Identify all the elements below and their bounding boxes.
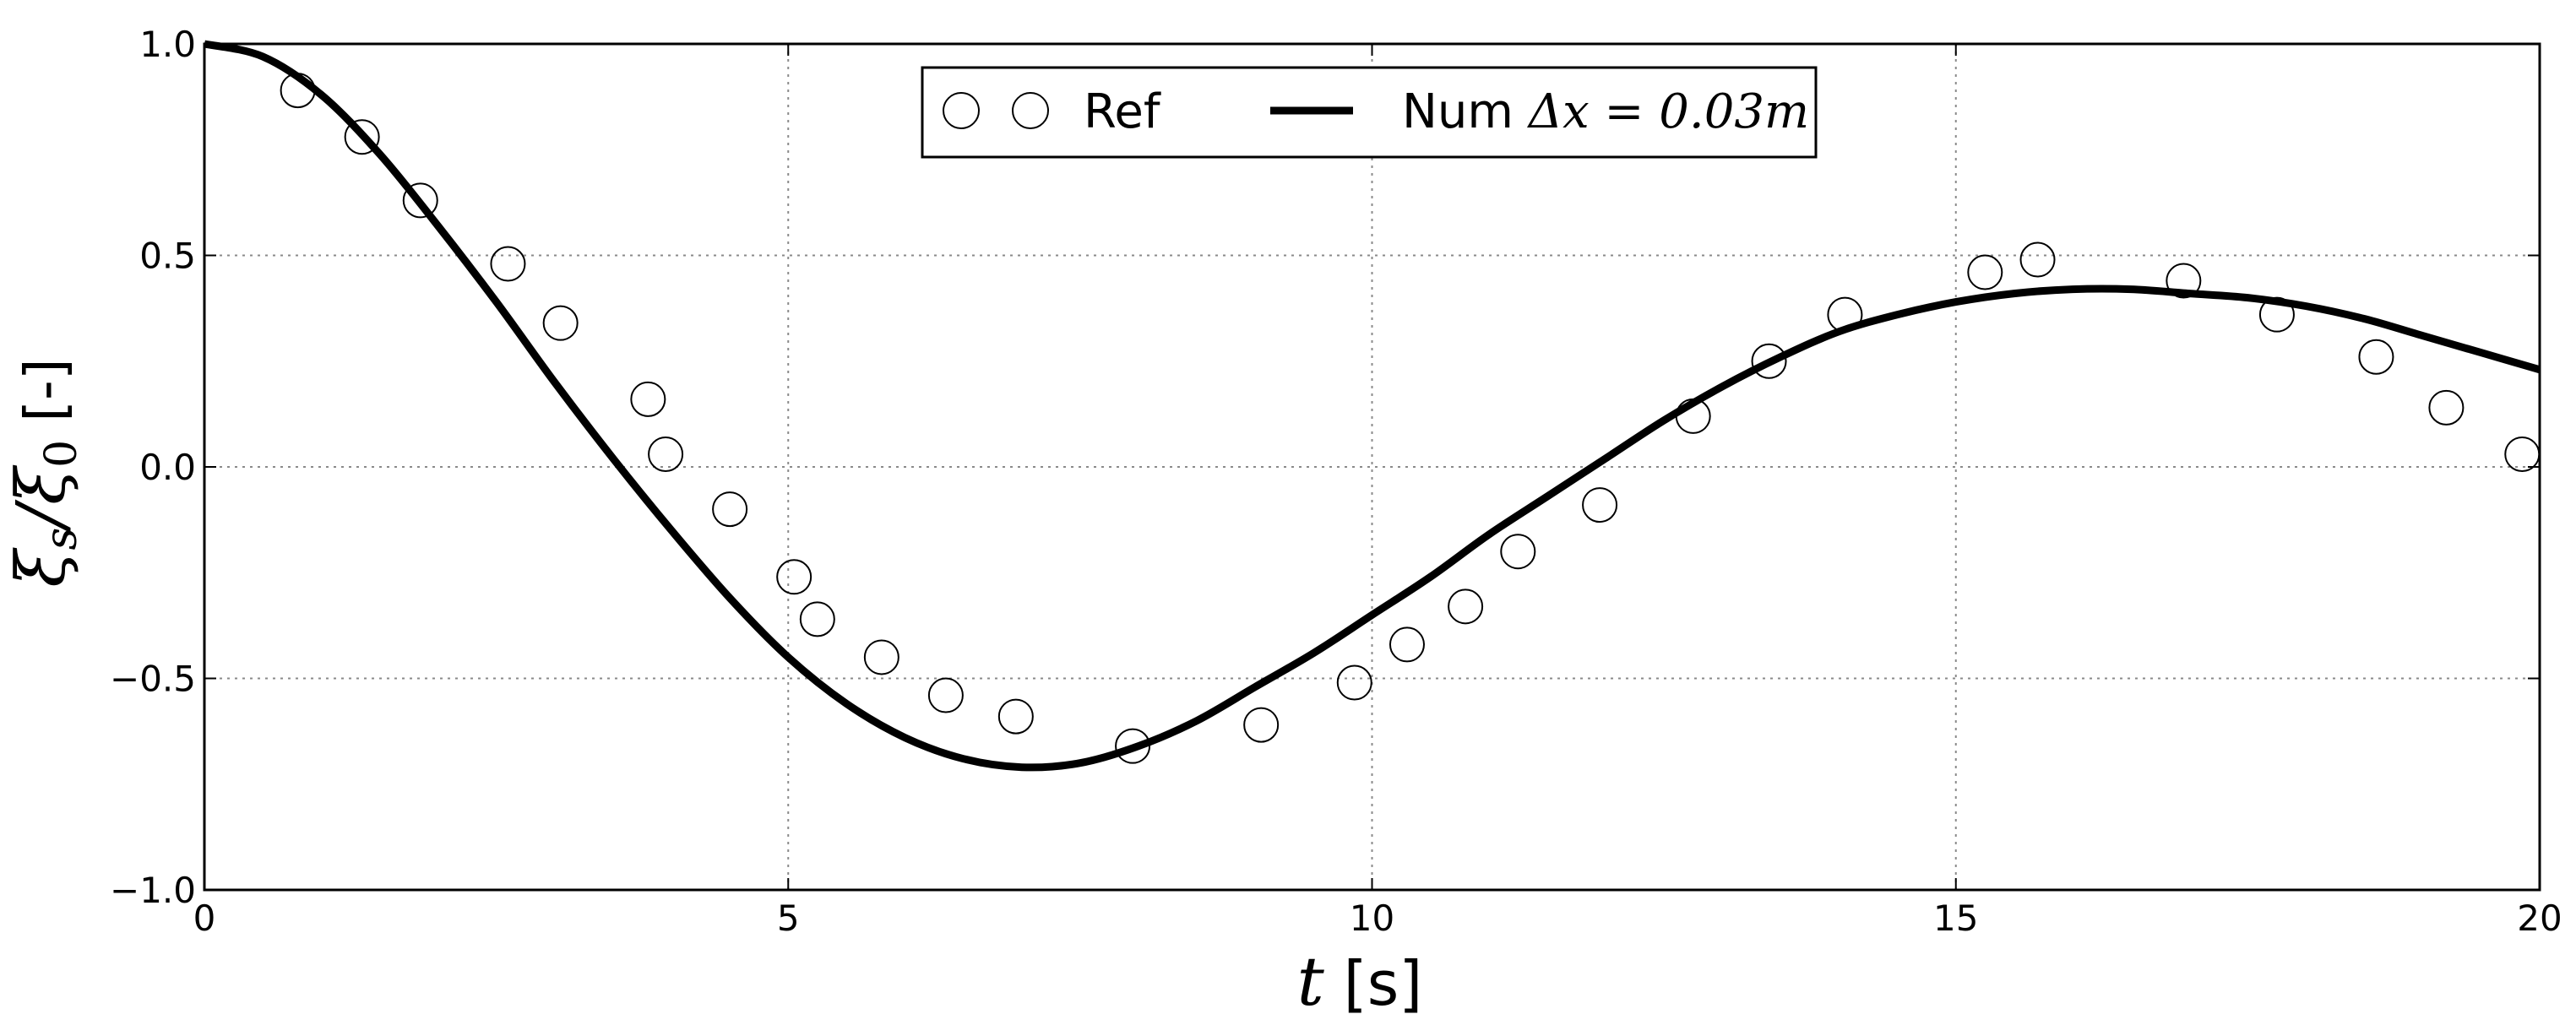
- y-tick-label: 0.5: [139, 236, 196, 277]
- x-axis-variable: t: [1297, 942, 1325, 1021]
- num-series-group: [204, 40, 2541, 772]
- ref-data-point: [1751, 343, 1787, 379]
- x-axis-unit: [s]: [1324, 948, 1423, 1019]
- ref-data-point: [2019, 241, 2056, 278]
- ref-data-point: [630, 381, 666, 417]
- legend-ref-marker-2: [1012, 92, 1049, 129]
- ref-data-point: [1967, 254, 2003, 290]
- ref-data-point: [1336, 664, 1372, 701]
- y-axis-sub-0: 0: [36, 440, 87, 468]
- ref-series-group: [280, 73, 2541, 764]
- ref-data-point: [542, 305, 579, 341]
- y-axis-separator: /ξ: [2, 464, 80, 534]
- ref-data-point: [799, 601, 835, 637]
- ref-data-point: [2358, 339, 2394, 375]
- y-tick-label: −1.0: [110, 870, 196, 911]
- ref-data-point: [1827, 296, 1863, 333]
- ref-data-point: [1675, 398, 1711, 434]
- ref-data-point: [927, 677, 964, 713]
- x-axis-label: t [s]: [1297, 942, 1423, 1021]
- ref-data-point: [712, 491, 748, 528]
- ref-data-point: [1500, 534, 1536, 570]
- ref-data-point: [1115, 728, 1151, 764]
- legend-ref-label: Ref: [1084, 84, 1161, 139]
- x-tick-label: 10: [1350, 898, 1394, 939]
- legend: Ref Num Δx = 0.03m: [921, 66, 1818, 159]
- ref-data-point: [997, 698, 1034, 735]
- legend-num-prefix: Num: [1402, 84, 1529, 139]
- ref-data-point: [776, 559, 812, 595]
- y-tick-label: 0.0: [139, 447, 196, 488]
- y-axis-sub-s: s: [36, 528, 87, 550]
- ref-data-point: [1389, 626, 1425, 663]
- ref-data-point: [490, 246, 526, 282]
- legend-num-label: Num Δx = 0.03m: [1402, 84, 1809, 139]
- ref-data-point: [2166, 263, 2202, 299]
- y-axis-unit: [-]: [13, 358, 78, 439]
- ref-data-point: [2428, 389, 2465, 426]
- legend-ref-marker-1: [943, 92, 980, 129]
- ref-data-point: [2258, 296, 2295, 333]
- x-tick-label: 0: [193, 898, 216, 939]
- legend-num-math: Δx = 0.03m: [1527, 84, 1809, 139]
- ref-data-point: [863, 639, 899, 675]
- x-tick-label: 15: [1933, 898, 1978, 939]
- ref-data-point: [1243, 707, 1280, 743]
- y-axis-label: ξs/ξ0 [-]: [2, 358, 87, 587]
- y-axis-xi: ξ: [2, 547, 80, 588]
- ref-data-point: [344, 119, 380, 155]
- x-tick-label: 20: [2517, 898, 2562, 939]
- ref-data-point: [1448, 588, 1484, 625]
- ref-data-point: [1582, 487, 1618, 523]
- num-series-line: [204, 40, 2541, 772]
- ref-data-point: [402, 182, 438, 219]
- y-tick-label: −0.5: [110, 659, 196, 700]
- ref-data-point: [648, 436, 684, 472]
- legend-box: [921, 66, 1818, 159]
- axis-ticks: 0 5 10 15 20 1.0 0.5 0.0 −0.5 −1.0: [110, 24, 2562, 939]
- ref-data-point: [280, 73, 316, 109]
- grid-lines: [204, 44, 2540, 890]
- x-tick-label: 5: [777, 898, 800, 939]
- y-tick-label: 1.0: [139, 24, 196, 65]
